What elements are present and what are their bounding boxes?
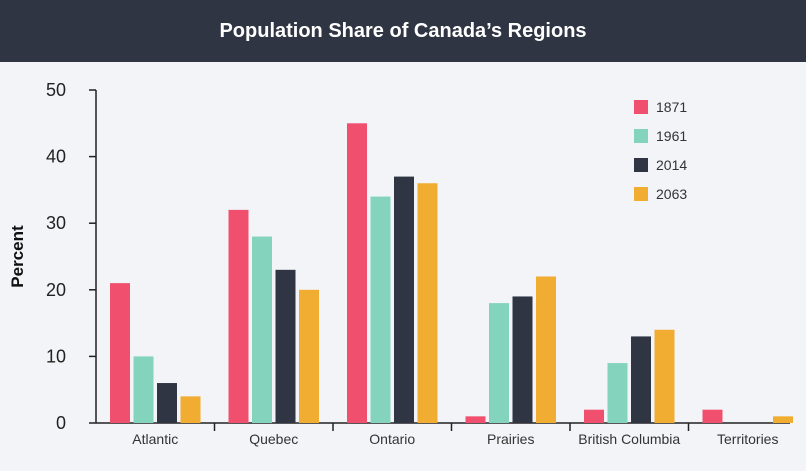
bar-prairies-2014 [512,296,533,423]
legend-swatch-2014 [634,158,648,172]
legend-swatch-1961 [634,129,648,143]
bar-quebec-1871 [228,209,249,423]
bar-quebec-2014 [275,269,296,423]
y-tick-label: 50 [46,80,66,100]
bar-british-columbia-1871 [584,409,604,423]
bar-atlantic-2063 [180,396,201,423]
y-tick-label: 30 [46,213,66,233]
bar-quebec-1961 [252,236,272,423]
bar-atlantic-1871 [110,283,130,423]
x-category-label: Atlantic [132,431,178,447]
bar-ontario-1961 [370,196,391,423]
x-category-label: British Columbia [578,431,680,447]
legend-swatch-2063 [634,187,648,201]
bar-territories-2063 [773,416,793,423]
y-tick-label: 20 [46,280,66,300]
legend-label-1871: 1871 [656,99,687,115]
bar-ontario-2063 [417,183,438,423]
bar-ontario-1871 [347,123,367,424]
bar-british-columbia-2063 [654,329,675,423]
x-category-label: Territories [717,431,778,447]
bar-territories-1871 [702,409,723,423]
legend-label-2063: 2063 [656,186,687,202]
bar-prairies-1871 [465,416,486,423]
bar-british-columbia-2014 [631,336,651,423]
y-tick-label: 10 [46,346,66,366]
y-tick-label: 0 [56,413,66,433]
y-axis-title: Percent [8,225,27,288]
bar-quebec-2063 [299,289,319,423]
bar-chart: 0 10 20 30 40 50 Percent Atlantic Quebec Ontario P… [8,80,793,447]
legend-swatch-1871 [634,100,648,114]
bar-atlantic-1961 [133,356,154,423]
bar-prairies-1961 [489,303,509,423]
bar-atlantic-2014 [157,383,177,423]
bar-ontario-2014 [394,176,414,423]
x-category-label: Ontario [369,431,415,447]
x-category-label: Prairies [487,431,534,447]
x-category-label: Quebec [249,431,298,447]
chart-header: Population Share of Canada’s Regions [0,0,806,62]
bar-prairies-2063 [536,276,556,423]
bar-british-columbia-1961 [607,363,628,423]
chart-title: Population Share of Canada’s Regions [219,19,587,42]
y-tick-label: 40 [46,147,66,167]
legend-label-1961: 1961 [656,128,687,144]
legend-label-2014: 2014 [656,157,687,173]
